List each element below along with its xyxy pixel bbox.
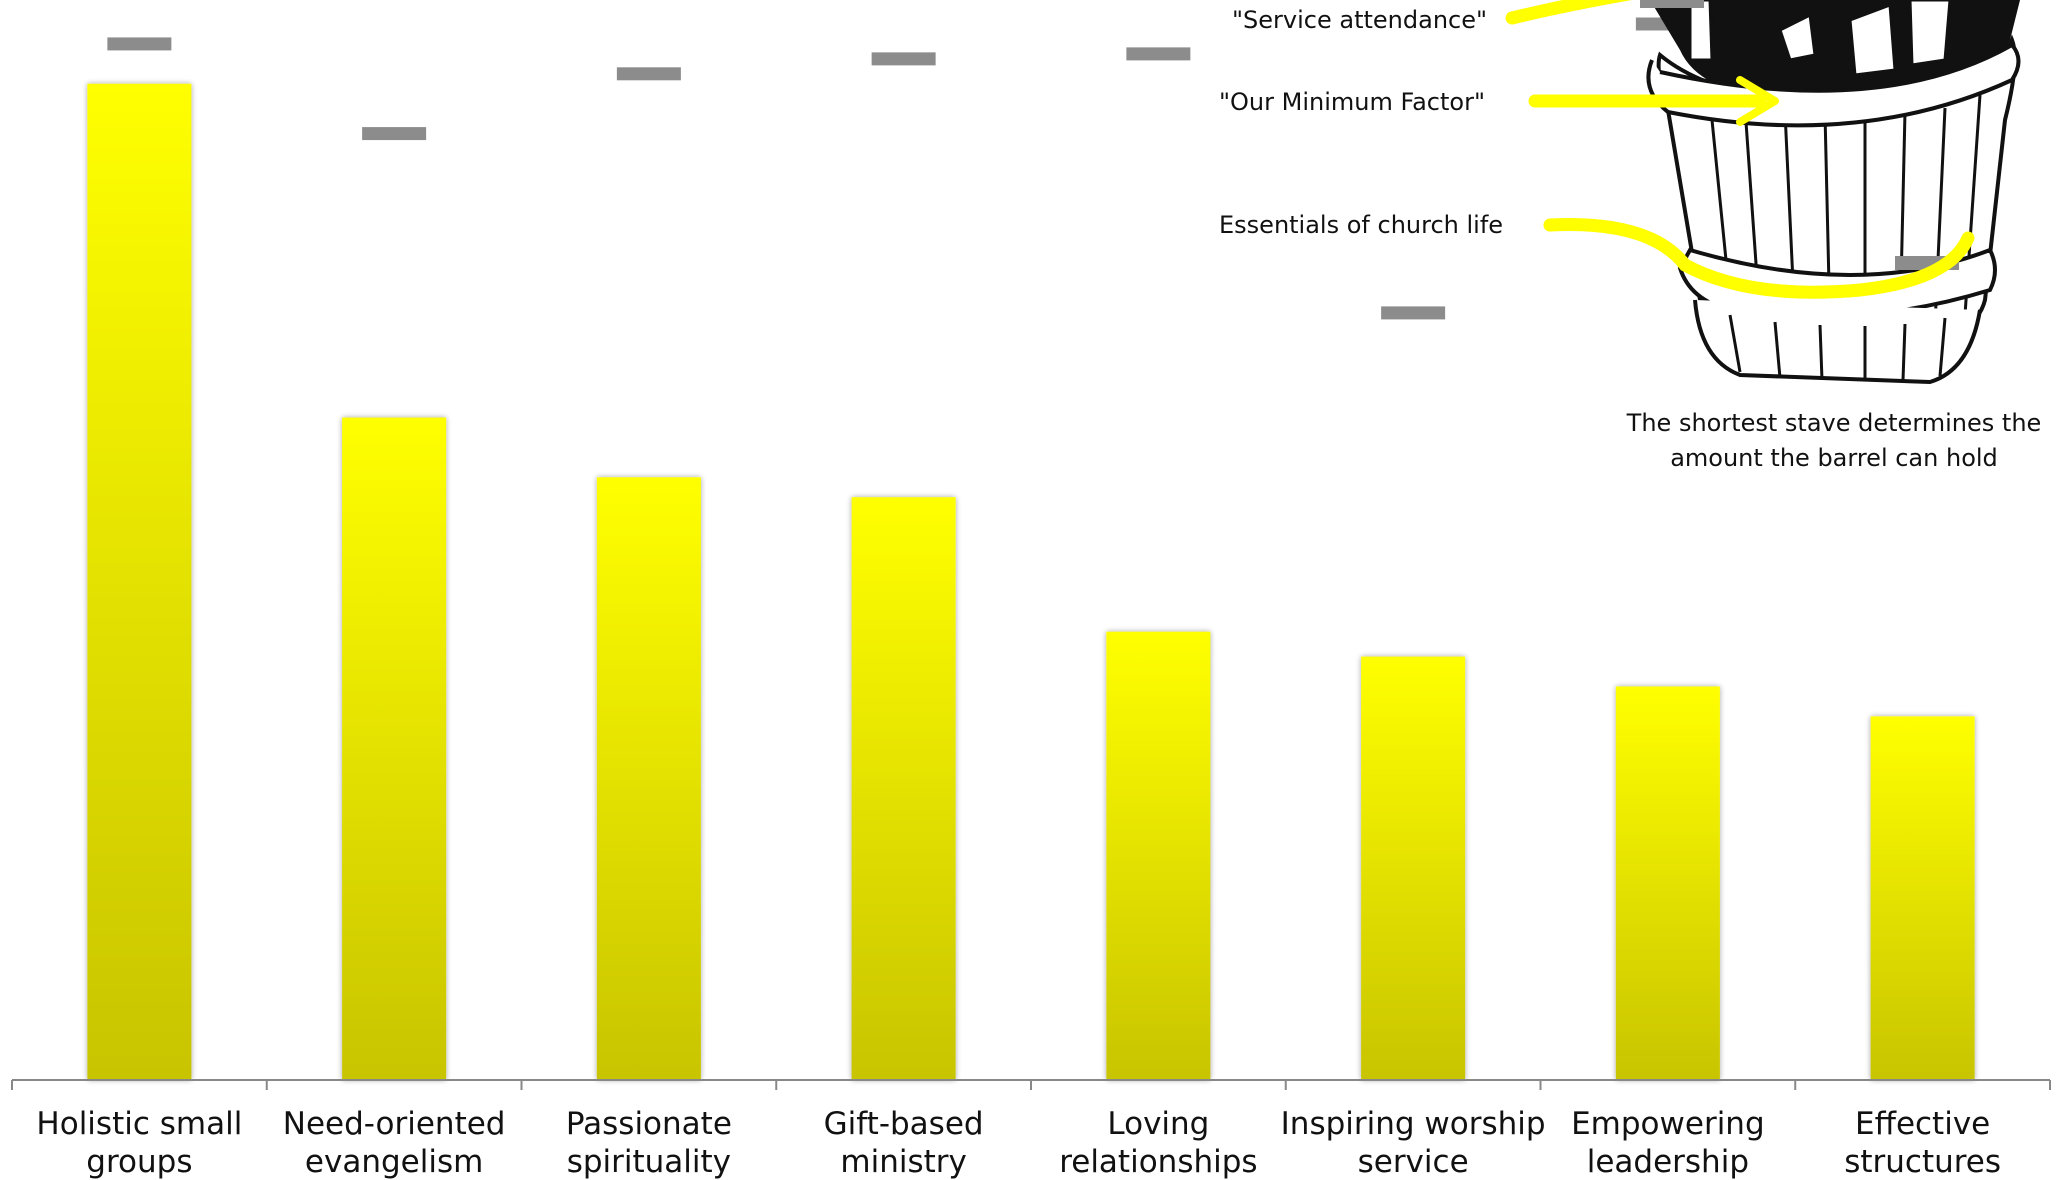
x-tick-label: Loving bbox=[1107, 1106, 1209, 1142]
target-marker bbox=[362, 127, 427, 141]
target-marker bbox=[871, 52, 936, 66]
target-marker bbox=[107, 37, 172, 51]
annotation-minimum-factor: "Our Minimum Factor" bbox=[1219, 88, 1485, 116]
x-tick-label: spirituality bbox=[567, 1144, 731, 1180]
x-tick-label: Holistic small bbox=[36, 1106, 242, 1142]
target-marker bbox=[616, 67, 681, 81]
bar bbox=[596, 477, 701, 1080]
caption-line-1: The shortest stave determines the bbox=[1626, 409, 2042, 437]
bar bbox=[1106, 631, 1211, 1080]
arrow-head-minimum-factor bbox=[1736, 76, 1779, 126]
x-tick-label: ministry bbox=[840, 1144, 966, 1180]
caption-line-2: amount the barrel can hold bbox=[1670, 444, 1998, 472]
bar bbox=[87, 83, 192, 1081]
arrow-service-attendance bbox=[1505, 0, 1632, 25]
x-tick-label: Empowering bbox=[1571, 1106, 1765, 1142]
x-tick-label: relationships bbox=[1059, 1144, 1257, 1180]
x-tick-label: Passionate bbox=[566, 1106, 732, 1142]
x-tick-label: groups bbox=[86, 1144, 192, 1180]
target-marker bbox=[1126, 47, 1191, 61]
x-axis bbox=[11, 1079, 2051, 1090]
bars bbox=[87, 83, 1975, 1081]
x-tick-label: service bbox=[1358, 1144, 1469, 1180]
x-tick-label: Need-oriented bbox=[283, 1106, 506, 1142]
bar bbox=[1361, 656, 1466, 1080]
x-tick-label: evangelism bbox=[305, 1144, 483, 1180]
bar bbox=[342, 417, 447, 1081]
barrel-illustration bbox=[1640, 0, 2021, 385]
x-tick-label: Inspiring worship bbox=[1281, 1106, 1546, 1142]
annotation-service-attendance: "Service attendance" bbox=[1232, 6, 1487, 34]
bar bbox=[1615, 686, 1720, 1080]
x-tick-label: Effective bbox=[1855, 1106, 1990, 1142]
x-tick-label: leadership bbox=[1587, 1144, 1749, 1180]
bar bbox=[1870, 716, 1975, 1080]
annotation-essentials: Essentials of church life bbox=[1219, 211, 1503, 239]
bar bbox=[851, 497, 956, 1081]
x-tick-label: Gift-based bbox=[824, 1106, 984, 1142]
x-tick-label: structures bbox=[1844, 1144, 2001, 1180]
annotation-arrows bbox=[1505, 0, 1975, 299]
arrow-essentials bbox=[1543, 218, 1975, 299]
target-marker bbox=[1381, 306, 1446, 320]
